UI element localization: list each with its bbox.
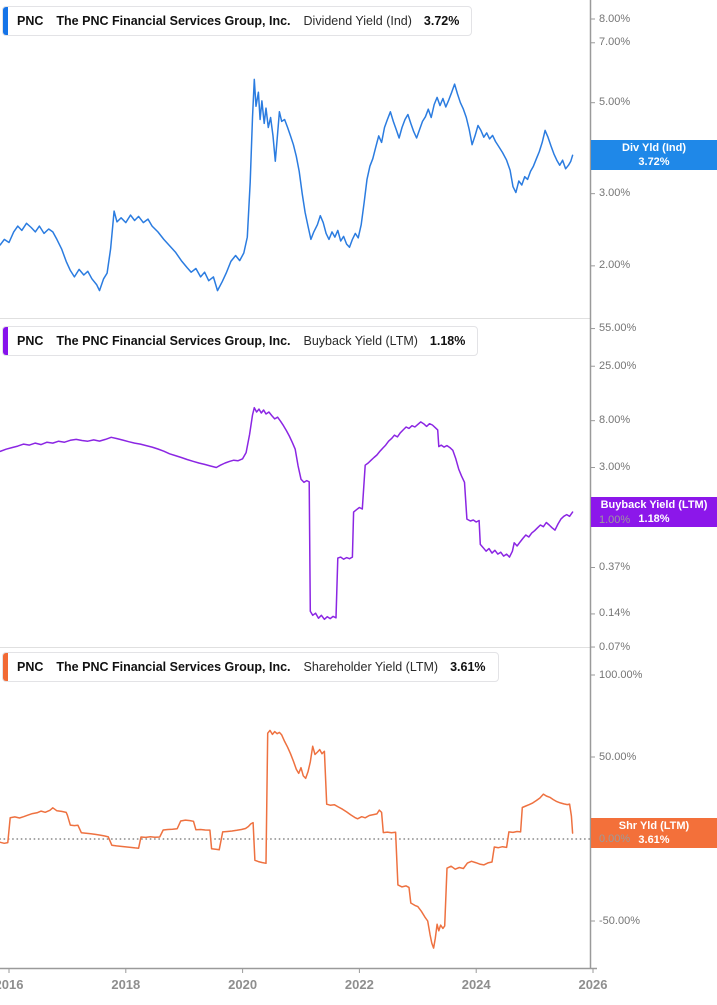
ticker: PNC: [17, 14, 44, 28]
y-tick-label: 3.00%: [599, 461, 631, 474]
y-tick-label: 7.00%: [599, 36, 631, 49]
y-tick-label: 55.00%: [599, 322, 637, 335]
y-tick-label: 2.00%: [599, 259, 631, 272]
metric-name: Shareholder Yield (LTM): [303, 660, 439, 674]
y-tick-label: 0.07%: [599, 640, 631, 653]
x-tick-label: 2020: [228, 977, 258, 992]
y-tick-label: 25.00%: [599, 359, 637, 372]
y-tick-label: 0.37%: [599, 560, 631, 573]
x-tick-label: 2018: [111, 977, 141, 992]
series-line-shareholder-yield-ltm-: [0, 729, 574, 949]
y-tick-label: 8.00%: [599, 414, 631, 427]
panel-header-dividend-yield[interactable]: PNC The PNC Financial Services Group, In…: [2, 6, 473, 36]
ticker: PNC: [17, 660, 44, 674]
x-tick-label: 2016: [0, 977, 24, 992]
series-color-bar: [3, 653, 8, 681]
x-axis[interactable]: 2016 2018 2020 2022 2024 2026: [0, 968, 717, 1005]
price-label-box-shareholder: [591, 818, 717, 848]
y-tick-label: 0.00%: [599, 832, 631, 845]
price-label-box-dividend: [591, 140, 717, 170]
x-tick-label: 2022: [344, 977, 374, 992]
series-color-bar: [3, 327, 8, 355]
y-tick-label: 1.00%: [599, 513, 631, 526]
series-color-bar: [3, 7, 8, 35]
metric-value: 3.72%: [423, 14, 460, 28]
metric-value: 3.61%: [450, 660, 486, 674]
ticker: PNC: [17, 334, 44, 348]
y-tick-label: 50.00%: [599, 750, 637, 763]
metric-name: Dividend Yield (Ind): [303, 14, 412, 28]
company-name: The PNC Financial Services Group, Inc.: [56, 14, 291, 28]
metric-value: 1.18%: [429, 334, 466, 348]
panel-header-shareholder-yield[interactable]: PNC The PNC Financial Services Group, In…: [2, 652, 499, 682]
y-axis[interactable]: 8.00% 7.00% 5.00% 3.00% 2.00% 55.00% 25.00% 8.0…: [590, 0, 717, 968]
y-tick-label: 0.14%: [599, 607, 631, 620]
series-line-dividend-yield-ind-: [0, 78, 574, 292]
y-tick-label: 8.00%: [599, 12, 631, 25]
y-tick-label: 100.00%: [599, 668, 643, 681]
company-name: The PNC Financial Services Group, Inc.: [56, 660, 291, 674]
y-tick-label: -50.00%: [599, 914, 640, 927]
company-name: The PNC Financial Services Group, Inc.: [56, 334, 291, 348]
metric-name: Buyback Yield (LTM): [303, 334, 418, 348]
x-tick-label: 2024: [461, 977, 491, 992]
price-label-box-buyback: [591, 497, 717, 527]
x-tick-label: 2026: [578, 977, 608, 992]
y-tick-label: 5.00%: [599, 96, 631, 109]
series-line-buyback-yield-ltm-: [0, 406, 574, 621]
panel-header-buyback-yield[interactable]: PNC The PNC Financial Services Group, In…: [2, 326, 479, 356]
y-tick-label: 3.00%: [599, 187, 631, 200]
